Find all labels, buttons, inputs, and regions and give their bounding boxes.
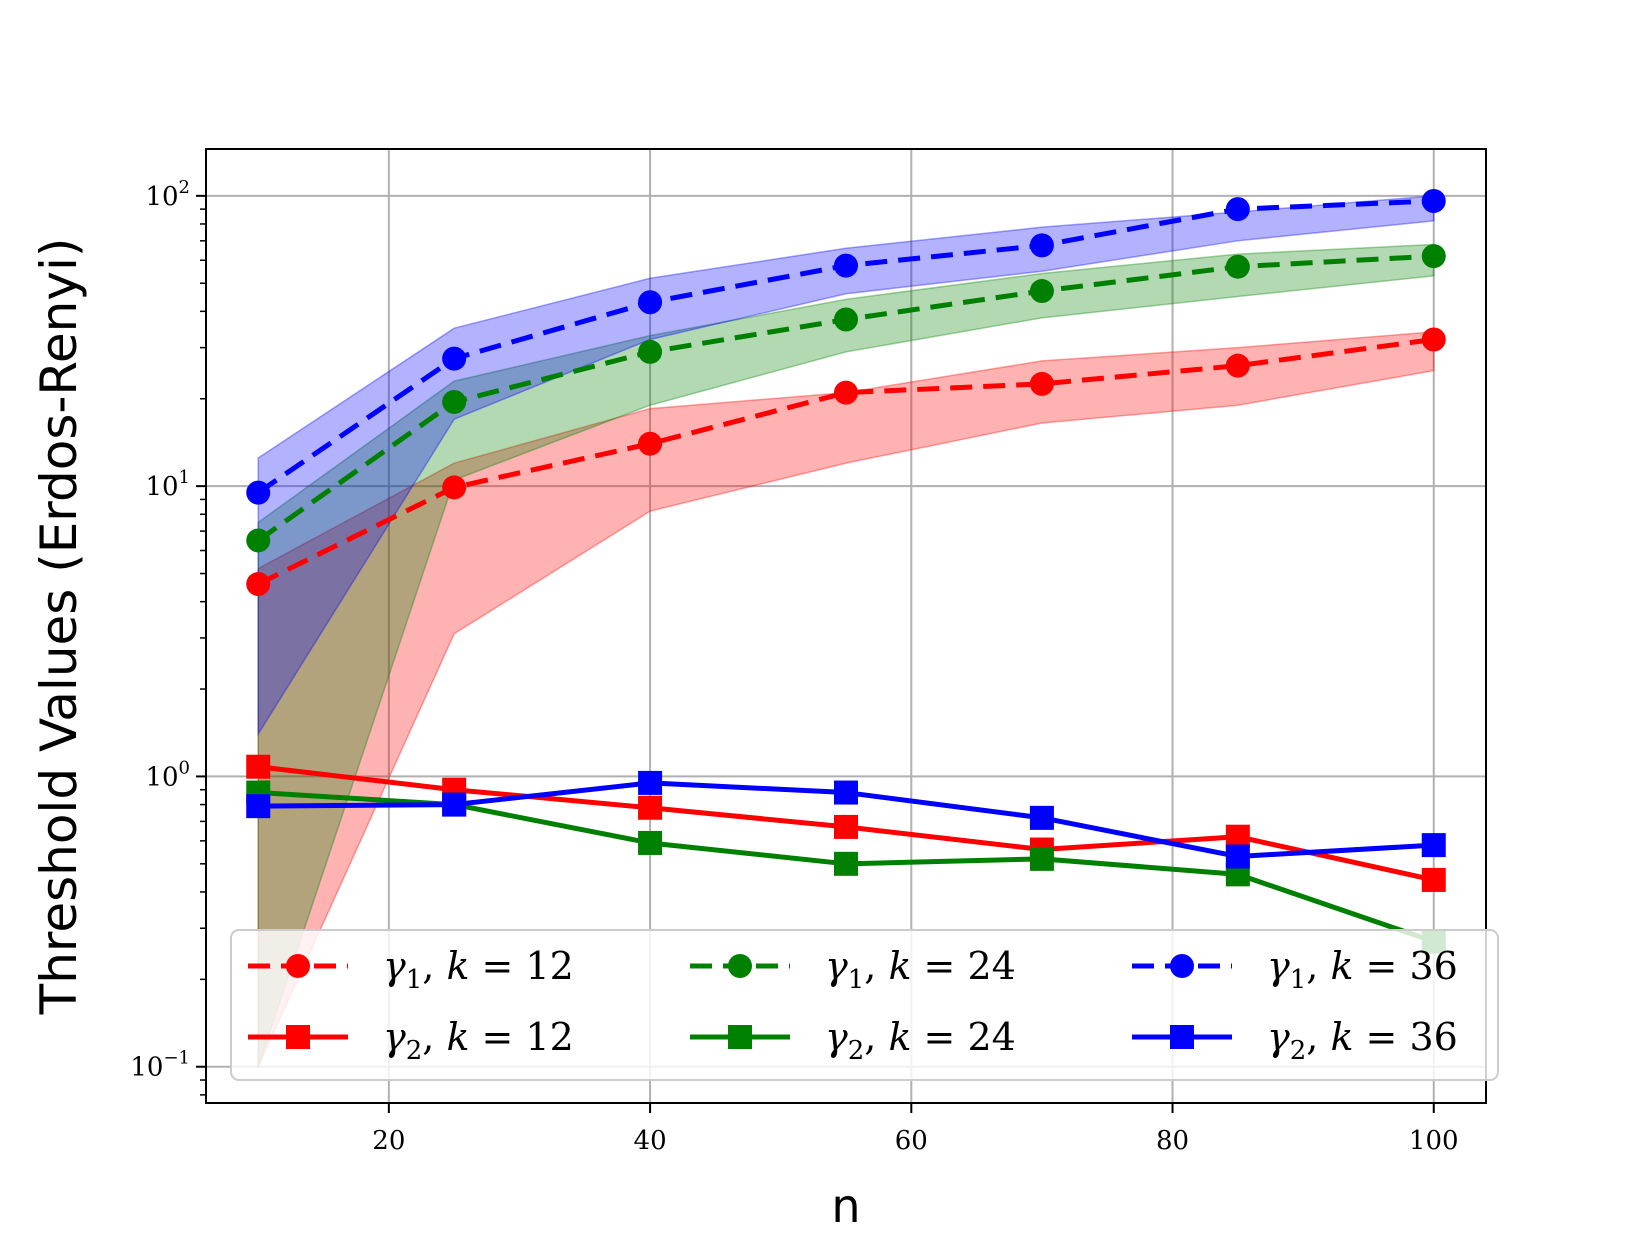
point-series-2 — [834, 253, 858, 278]
axis-ticks: 20 40 60 80 100 102 101 100 10−1 — [130, 177, 1458, 1156]
legend-label-5: γ2, k = 36 — [1267, 1015, 1458, 1066]
y-tick-label: 100 — [145, 757, 190, 792]
legend-label-2: γ1, k = 36 — [1267, 944, 1458, 995]
point-series-5 — [834, 780, 858, 805]
legend-marker-3 — [286, 1025, 310, 1049]
band-series-1 — [257, 243, 1435, 1067]
x-tick-label: 100 — [1409, 1126, 1459, 1156]
legend-label-3: γ2, k = 12 — [383, 1015, 574, 1066]
legend-label-1: γ1, k = 24 — [825, 944, 1016, 995]
point-series-5 — [638, 770, 663, 795]
legend: γ1, k = 12 γ1, k = 24 γ1, k = 36 γ2, k = 12… — [230, 929, 1499, 1081]
point-series-3 — [1421, 867, 1446, 892]
point-series-0 — [834, 380, 858, 405]
point-series-1 — [246, 528, 271, 553]
point-series-0 — [1225, 353, 1250, 378]
point-series-2 — [1029, 233, 1054, 258]
point-series-2 — [1421, 188, 1446, 213]
point-series-5 — [1421, 833, 1446, 858]
point-series-0 — [1029, 371, 1054, 396]
point-series-4 — [638, 830, 663, 855]
y-tick-label: 10−1 — [130, 1048, 190, 1083]
legend-marker-0 — [286, 954, 310, 978]
band-series-0 — [257, 331, 1435, 1068]
point-series-3 — [246, 754, 271, 779]
point-series-3 — [834, 814, 858, 839]
plot-frame — [205, 148, 1487, 1104]
point-series-5 — [246, 794, 271, 819]
legend-marker-1 — [728, 954, 752, 978]
point-series-1 — [638, 339, 663, 364]
legend-label-0: γ1, k = 12 — [383, 944, 574, 995]
point-series-1 — [1225, 254, 1250, 279]
point-series-3 — [638, 795, 663, 820]
point-series-0 — [246, 572, 271, 597]
point-series-0 — [442, 475, 467, 500]
point-series-1 — [1421, 244, 1446, 269]
point-series-2 — [1225, 197, 1250, 222]
x-axis-title: n — [831, 1179, 860, 1233]
legend-label-4: γ2, k = 24 — [825, 1015, 1016, 1066]
point-series-5 — [1225, 844, 1250, 869]
point-series-5 — [1029, 805, 1054, 830]
point-series-1 — [834, 307, 858, 332]
legend-marker-4 — [728, 1025, 752, 1049]
point-series-4 — [834, 851, 858, 876]
x-tick-label: 60 — [895, 1126, 928, 1156]
point-series-4 — [1029, 846, 1054, 871]
y-tick-label: 101 — [145, 467, 190, 502]
point-series-1 — [1029, 279, 1054, 304]
point-series-0 — [1421, 327, 1446, 352]
point-series-2 — [442, 346, 467, 371]
y-axis-title: Threshold Values (Erdos-Renyi) — [30, 238, 88, 1016]
point-series-2 — [246, 480, 271, 505]
point-series-0 — [638, 431, 663, 456]
point-series-2 — [638, 290, 663, 315]
x-tick-label: 40 — [634, 1126, 667, 1156]
x-tick-label: 80 — [1156, 1126, 1189, 1156]
point-series-1 — [442, 389, 467, 414]
legend-marker-5 — [1170, 1025, 1194, 1049]
point-series-5 — [442, 792, 467, 817]
y-tick-label: 102 — [145, 177, 190, 212]
legend-marker-2 — [1170, 954, 1194, 978]
x-tick-label: 20 — [372, 1126, 405, 1156]
